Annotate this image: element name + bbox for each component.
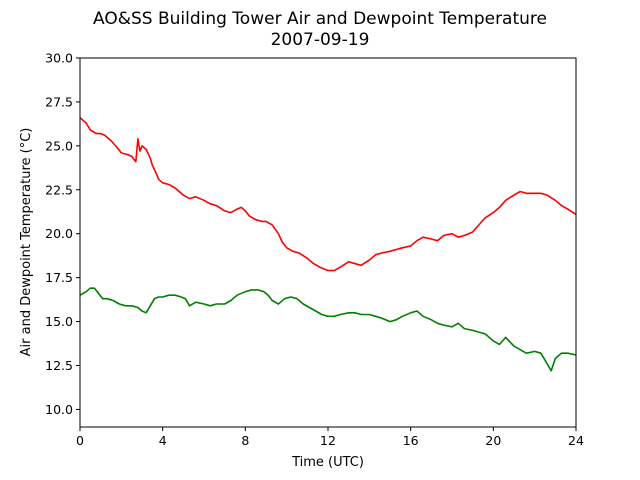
x-tick-label: 20	[485, 433, 501, 448]
series-line-2	[79, 287, 577, 372]
x-axis-ticks: 0 4 8 12 16 20 24	[76, 427, 584, 448]
y-tick-label: 20.0	[45, 226, 73, 241]
chart-subtitle: 2007-09-19	[271, 30, 370, 50]
y-tick-label: 10.0	[45, 402, 73, 417]
chart-title: AO&SS Building Tower Air and Dewpoint Te…	[93, 9, 547, 29]
y-tick-label: 25.0	[45, 138, 73, 153]
y-tick-label: 27.5	[45, 94, 73, 109]
y-tick-label: 15.0	[45, 314, 73, 329]
y-tick-label: 12.5	[45, 358, 73, 373]
x-tick-label: 4	[159, 433, 167, 448]
x-tick-label: 8	[241, 433, 249, 448]
y-tick-label: 17.5	[45, 270, 73, 285]
x-tick-label: 0	[76, 433, 84, 448]
x-axis-label: Time (UTC)	[291, 455, 364, 470]
series-line-1	[79, 117, 577, 272]
y-axis-ticks: 10.0 12.5 15.0 17.5 20.0 22.5 25.0 27.5 30.0	[45, 51, 80, 417]
x-tick-label: 24	[568, 433, 584, 448]
y-tick-label: 30.0	[45, 51, 73, 66]
x-tick-label: 12	[320, 433, 336, 448]
plot-lines	[79, 117, 577, 372]
x-tick-label: 16	[403, 433, 419, 448]
y-tick-label: 22.5	[45, 182, 73, 197]
plot-frame	[79, 57, 577, 428]
y-axis-label: Air and Dewpoint Temperature (°C)	[19, 128, 34, 357]
